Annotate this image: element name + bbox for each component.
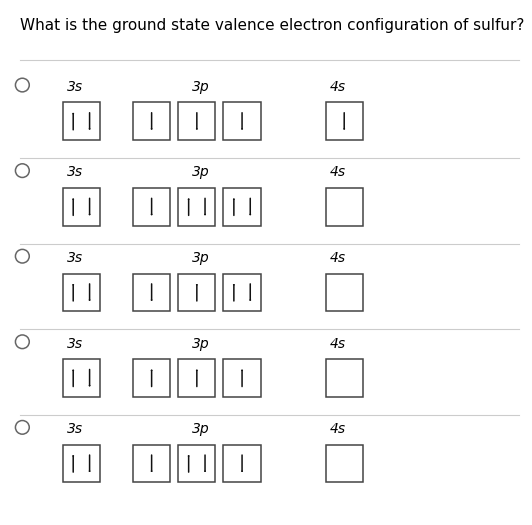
FancyBboxPatch shape xyxy=(178,188,215,226)
FancyBboxPatch shape xyxy=(63,359,100,397)
FancyBboxPatch shape xyxy=(223,359,261,397)
FancyBboxPatch shape xyxy=(133,188,170,226)
FancyBboxPatch shape xyxy=(133,102,170,140)
Text: 3p: 3p xyxy=(192,251,209,265)
FancyBboxPatch shape xyxy=(63,274,100,311)
FancyBboxPatch shape xyxy=(178,445,215,482)
FancyBboxPatch shape xyxy=(326,359,363,397)
FancyBboxPatch shape xyxy=(178,274,215,311)
FancyBboxPatch shape xyxy=(133,274,170,311)
Text: 3p: 3p xyxy=(192,80,209,94)
FancyBboxPatch shape xyxy=(223,102,261,140)
Text: 4s: 4s xyxy=(330,251,346,265)
FancyBboxPatch shape xyxy=(63,188,100,226)
FancyBboxPatch shape xyxy=(326,445,363,482)
Text: 4s: 4s xyxy=(330,337,346,351)
FancyBboxPatch shape xyxy=(326,188,363,226)
FancyBboxPatch shape xyxy=(63,445,100,482)
FancyBboxPatch shape xyxy=(326,274,363,311)
Text: 3p: 3p xyxy=(192,165,209,180)
Text: 4s: 4s xyxy=(330,165,346,180)
Text: 3s: 3s xyxy=(66,165,82,180)
FancyBboxPatch shape xyxy=(178,102,215,140)
Text: 4s: 4s xyxy=(330,422,346,436)
FancyBboxPatch shape xyxy=(223,188,261,226)
FancyBboxPatch shape xyxy=(133,359,170,397)
Text: 3s: 3s xyxy=(66,80,82,94)
FancyBboxPatch shape xyxy=(326,102,363,140)
Text: What is the ground state valence electron configuration of sulfur?: What is the ground state valence electro… xyxy=(20,18,525,34)
Text: 3s: 3s xyxy=(66,337,82,351)
Text: 3s: 3s xyxy=(66,251,82,265)
FancyBboxPatch shape xyxy=(133,445,170,482)
Text: 3p: 3p xyxy=(192,422,209,436)
FancyBboxPatch shape xyxy=(63,102,100,140)
Text: 3p: 3p xyxy=(192,337,209,351)
FancyBboxPatch shape xyxy=(223,274,261,311)
FancyBboxPatch shape xyxy=(223,445,261,482)
Text: 3s: 3s xyxy=(66,422,82,436)
FancyBboxPatch shape xyxy=(178,359,215,397)
Text: 4s: 4s xyxy=(330,80,346,94)
